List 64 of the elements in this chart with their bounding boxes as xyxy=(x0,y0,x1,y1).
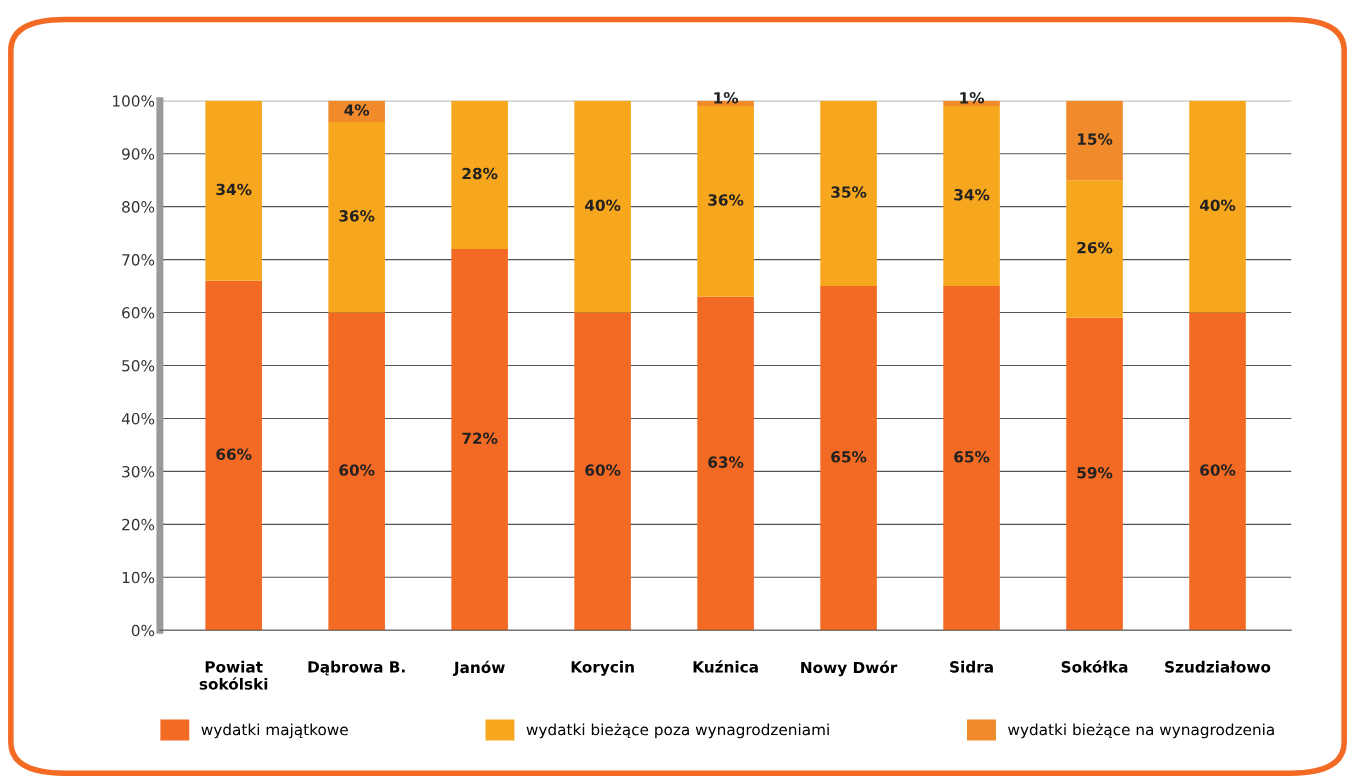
bar xyxy=(205,280,262,631)
bar xyxy=(574,100,631,313)
x-tick-label: Janów xyxy=(453,660,505,676)
y-tick-label: 20% xyxy=(122,518,155,531)
y-tick-label: 80% xyxy=(122,201,155,213)
data-label: 63% xyxy=(708,456,744,468)
data-label: 65% xyxy=(954,451,990,463)
bar xyxy=(697,106,754,297)
data-label: 60% xyxy=(339,464,375,476)
data-label: 1% xyxy=(714,92,739,104)
bar xyxy=(943,286,1000,631)
y-tick-label: 0% xyxy=(131,624,155,637)
y-tick-label: 40% xyxy=(121,412,155,425)
data-label: 72% xyxy=(462,432,498,445)
bar xyxy=(1066,180,1123,318)
bar xyxy=(328,312,385,631)
x-tick-label: Dąbrowa B. xyxy=(308,660,405,676)
data-label: 26% xyxy=(1077,241,1113,254)
data-label: 15% xyxy=(1077,133,1113,145)
y-tick-label: 60% xyxy=(122,307,155,319)
data-label: 40% xyxy=(1199,199,1236,212)
x-tick-label: Sokółka xyxy=(1061,660,1128,673)
bar xyxy=(1066,317,1123,631)
data-label: 66% xyxy=(216,448,252,460)
legend-label: wydatki majątkowe xyxy=(201,723,348,739)
bar xyxy=(943,106,1000,287)
bar xyxy=(1066,100,1123,181)
bar xyxy=(574,312,631,631)
data-label: 34% xyxy=(216,183,252,196)
bar xyxy=(697,296,754,631)
data-label: 60% xyxy=(1200,464,1236,476)
y-tick-label: 70% xyxy=(122,254,155,266)
data-label: 65% xyxy=(831,451,867,463)
data-label: 40% xyxy=(585,199,621,212)
data-label: 36% xyxy=(339,210,375,222)
bar xyxy=(1189,312,1246,631)
data-label: 4% xyxy=(344,104,370,116)
data-label: 1% xyxy=(960,92,985,104)
bar xyxy=(820,100,877,287)
bar xyxy=(1189,100,1246,313)
data-label: 59% xyxy=(1077,466,1113,479)
x-tick-label: Kuźnica xyxy=(693,660,758,673)
data-label: 60% xyxy=(585,464,621,476)
y-tick-label: 90% xyxy=(122,148,155,160)
y-tick-label: 10% xyxy=(122,571,155,584)
y-tick-label: 30% xyxy=(122,465,155,478)
x-tick-label: Szudziałowo xyxy=(1165,660,1271,673)
data-label: 35% xyxy=(831,186,867,198)
x-tick-label: Sidra xyxy=(950,660,993,673)
legend-label: wydatki bieżące na wynagrodzenia xyxy=(1008,723,1274,739)
x-tick-label: Powiat sokólski xyxy=(199,660,268,690)
bar xyxy=(451,100,508,250)
data-label: 34% xyxy=(954,188,990,201)
bar xyxy=(328,121,385,313)
data-label: 36% xyxy=(708,194,744,206)
x-tick-label: Nowy Dwór xyxy=(801,660,898,677)
y-tick-label: 50% xyxy=(122,359,155,372)
y-tick-label: 100% xyxy=(113,95,155,107)
legend-label: wydatki bieżące poza wynagrodzeniami xyxy=(526,723,829,739)
bar xyxy=(820,286,877,631)
x-tick-label: Korycin xyxy=(571,660,634,676)
data-label: 28% xyxy=(462,167,498,180)
bar xyxy=(205,100,262,281)
bar xyxy=(451,249,508,631)
